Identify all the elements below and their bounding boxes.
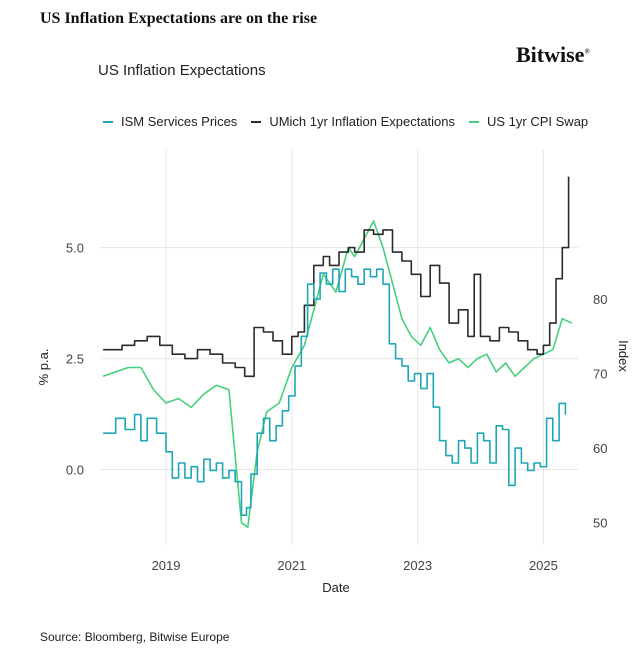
legend-label-umich: UMich 1yr Inflation Expectations — [269, 114, 456, 129]
legend-item-umich: UMich 1yr Inflation Expectations — [251, 114, 455, 129]
legend-swatch-umich — [251, 120, 262, 123]
brand-trademark: ® — [584, 47, 590, 56]
y-tick-label-right-1: 60 — [593, 441, 607, 456]
y-tick-label-left-0: 0.0 — [66, 463, 84, 478]
legend-item-ism: ISM Services Prices — [103, 114, 237, 129]
chart-title: US Inflation Expectations — [98, 62, 266, 79]
y-tick-label-left-1: 2.5 — [66, 352, 84, 367]
y-axis-label-right: Index — [616, 340, 631, 372]
y-tick-label-right-0: 50 — [593, 516, 607, 531]
legend-swatch-ism — [103, 120, 113, 123]
chart-legend: ISM Services Prices UMich 1yr Inflation … — [103, 114, 602, 129]
x-tick-label-2: 2023 — [403, 558, 432, 573]
x-tick-label-1: 2021 — [277, 558, 306, 573]
axis-ticks: 0.0 2.5 5.0 2019 2021 2023 2025 50 60 70 80 — [66, 241, 608, 573]
y-axis-label-left: % p.a. — [36, 349, 51, 386]
y-tick-label-right-3: 80 — [593, 292, 607, 307]
y-tick-label-right-2: 70 — [593, 367, 607, 382]
headline: US Inflation Expectations are on the ris… — [40, 10, 318, 27]
legend-item-swap: US 1yr CPI Swap — [469, 114, 588, 129]
series-line-umich — [103, 176, 570, 378]
series-lines — [102, 176, 573, 528]
legend-label-swap: US 1yr CPI Swap — [487, 114, 589, 129]
brand-logo: Bitwise® — [516, 42, 590, 68]
y-tick-label-left-2: 5.0 — [66, 241, 84, 256]
x-tick-label-3: 2025 — [529, 558, 558, 573]
source-note: Source: Bloomberg, Bitwise Europe — [40, 630, 230, 644]
x-axis-label: Date — [322, 580, 349, 595]
grid-lines — [100, 150, 578, 545]
x-tick-label-0: 2019 — [152, 558, 181, 573]
legend-label-ism: ISM Services Prices — [121, 114, 238, 129]
brand-name: Bitwise — [516, 42, 585, 67]
chart-plot: 0.0 2.5 5.0 2019 2021 2023 2025 50 60 70 80 Date %… — [36, 150, 631, 595]
series-line-swap — [102, 220, 573, 528]
legend-swatch-swap — [469, 120, 480, 123]
series-line-ism — [103, 268, 567, 516]
